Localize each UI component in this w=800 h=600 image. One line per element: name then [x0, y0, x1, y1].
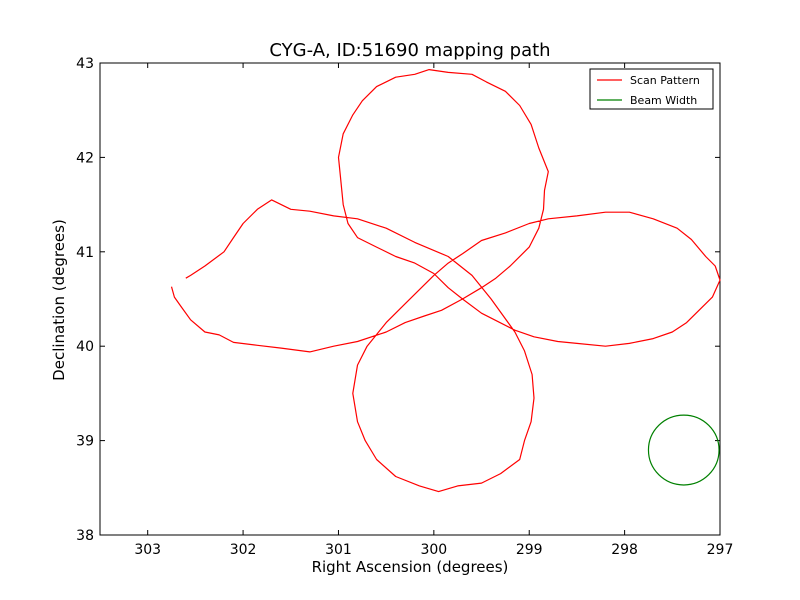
- y-tick-label: 39: [76, 434, 94, 450]
- x-tick-label: 297: [707, 542, 734, 558]
- x-tick-label: 303: [134, 542, 161, 558]
- x-tick-label: 301: [325, 542, 352, 558]
- x-tick-label: 298: [611, 542, 638, 558]
- y-tick-label: 38: [76, 528, 94, 544]
- x-axis: 303 302 301 300 299 298 297: [134, 63, 733, 558]
- legend-label: Scan Pattern: [630, 74, 700, 87]
- y-tick-label: 40: [76, 339, 94, 355]
- legend: Scan Pattern Beam Width: [589, 68, 714, 110]
- y-axis: 38 39 40 41 42 43: [76, 56, 720, 544]
- beam-width-circle: [647, 414, 720, 486]
- x-tick-label: 300: [420, 542, 447, 558]
- y-tick-label: 41: [76, 245, 94, 261]
- y-tick-label: 42: [76, 150, 94, 166]
- series-layer: [170, 69, 721, 493]
- legend-label: Beam Width: [630, 94, 697, 107]
- scan-pattern-line: [170, 69, 721, 493]
- y-axis-title: Declination (degrees): [50, 219, 68, 381]
- x-axis-title: Right Ascension (degrees): [312, 558, 509, 576]
- x-tick-label: 299: [516, 542, 543, 558]
- x-tick-label: 302: [230, 542, 257, 558]
- y-tick-label: 43: [76, 56, 94, 72]
- chart-title: CYG-A, ID:51690 mapping path: [269, 40, 550, 61]
- legend-box: [589, 68, 714, 110]
